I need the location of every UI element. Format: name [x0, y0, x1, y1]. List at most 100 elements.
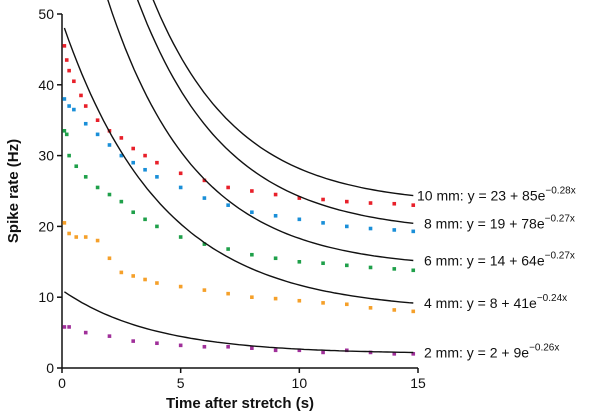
data-point [411, 352, 416, 356]
data-point [250, 189, 254, 193]
equation-labels: 10 mm: y = 23 + 85e−0.28x 8 mm: y = 19 + … [417, 186, 576, 361]
equation-label-8-mm: 8 mm: y = 19 + 78e−0.27x [424, 213, 575, 231]
data-point [131, 274, 135, 278]
data-point [83, 330, 88, 335]
data-point [273, 192, 278, 197]
data-point [131, 146, 135, 151]
axes: 0 10 20 30 40 50 0 5 10 15 [38, 6, 426, 391]
data-point [107, 334, 112, 338]
data-point [226, 247, 230, 251]
series-6-mm [62, 0, 416, 273]
data-point [119, 199, 124, 204]
data-point [83, 175, 88, 179]
data-point [119, 153, 124, 158]
y-tick-label: 30 [38, 148, 54, 164]
data-point [226, 291, 230, 296]
data-point [62, 129, 67, 133]
data-point [273, 256, 278, 261]
data-point [107, 143, 112, 147]
data-point [226, 344, 230, 349]
fit-curve [136, 0, 414, 224]
series-8-mm [62, 0, 416, 234]
data-point [155, 160, 159, 165]
data-point [368, 201, 373, 205]
series-4-mm [62, 27, 416, 314]
data-point [131, 339, 135, 343]
data-point [392, 352, 397, 356]
data-point [178, 235, 183, 239]
fit-curve [107, 0, 414, 262]
data-point [273, 348, 278, 353]
data-point [202, 178, 207, 183]
data-point [67, 104, 71, 108]
data-point [345, 348, 349, 353]
data-point [368, 265, 373, 270]
equation-label-4-mm: 4 mm: y = 8 + 41e−0.24x [424, 293, 567, 311]
data-point [107, 256, 112, 261]
data-point [155, 175, 159, 179]
data-point [321, 261, 325, 266]
data-point [345, 263, 349, 268]
data-point [297, 298, 302, 303]
data-point [74, 235, 79, 239]
data-point [95, 238, 100, 243]
data-point [62, 44, 67, 48]
y-tick-label: 50 [38, 6, 54, 22]
fit-curve [63, 27, 414, 304]
data-point [368, 226, 373, 231]
data-point [83, 121, 88, 126]
data-point [143, 277, 147, 282]
data-point [67, 68, 71, 73]
data-point [273, 296, 278, 301]
y-axis-title: Spike rate (Hz) [5, 139, 22, 243]
data-point [143, 217, 147, 222]
data-point [155, 341, 159, 346]
data-point [202, 242, 207, 246]
data-point [297, 196, 302, 200]
data-point [392, 308, 397, 312]
data-point [62, 325, 67, 329]
data-point [226, 185, 230, 190]
data-point [392, 267, 397, 271]
data-point [131, 210, 135, 215]
data-point [392, 201, 397, 206]
data-point [321, 301, 325, 305]
data-point [226, 203, 230, 207]
data-point [411, 229, 416, 234]
y-tick-label: 10 [38, 289, 54, 305]
data-point [72, 79, 76, 84]
plot-area [62, 0, 416, 356]
equation-label-10-mm: 10 mm: y = 23 + 85e−0.28x [417, 186, 576, 204]
fit-curve [152, 0, 414, 197]
fit-curve [64, 291, 414, 354]
data-point [83, 235, 88, 239]
equation-label-2-mm: 2 mm: y = 2 + 9e−0.26x [424, 342, 559, 360]
series-2-mm [62, 291, 416, 356]
data-point [74, 164, 79, 169]
y-tick-label: 20 [38, 218, 54, 234]
data-point [411, 309, 416, 314]
series-10-mm [62, 0, 416, 207]
data-point [64, 132, 69, 137]
data-point [202, 344, 207, 349]
data-point [143, 167, 147, 172]
data-point [202, 196, 207, 200]
data-point [250, 346, 254, 350]
data-point [95, 132, 100, 137]
y-ticks: 0 10 20 30 40 50 [38, 6, 62, 376]
data-point [62, 221, 67, 225]
data-point [178, 343, 183, 348]
x-tick-label: 10 [292, 375, 308, 391]
data-point [178, 284, 183, 289]
data-point [411, 268, 416, 273]
data-point [143, 153, 147, 158]
x-axis-title: Time after stretch (s) [166, 395, 314, 412]
data-point [67, 231, 71, 236]
data-point [345, 199, 349, 204]
data-point [64, 58, 69, 62]
data-point [392, 228, 397, 232]
data-point [321, 221, 325, 225]
data-point [155, 281, 159, 285]
data-point [297, 260, 302, 264]
